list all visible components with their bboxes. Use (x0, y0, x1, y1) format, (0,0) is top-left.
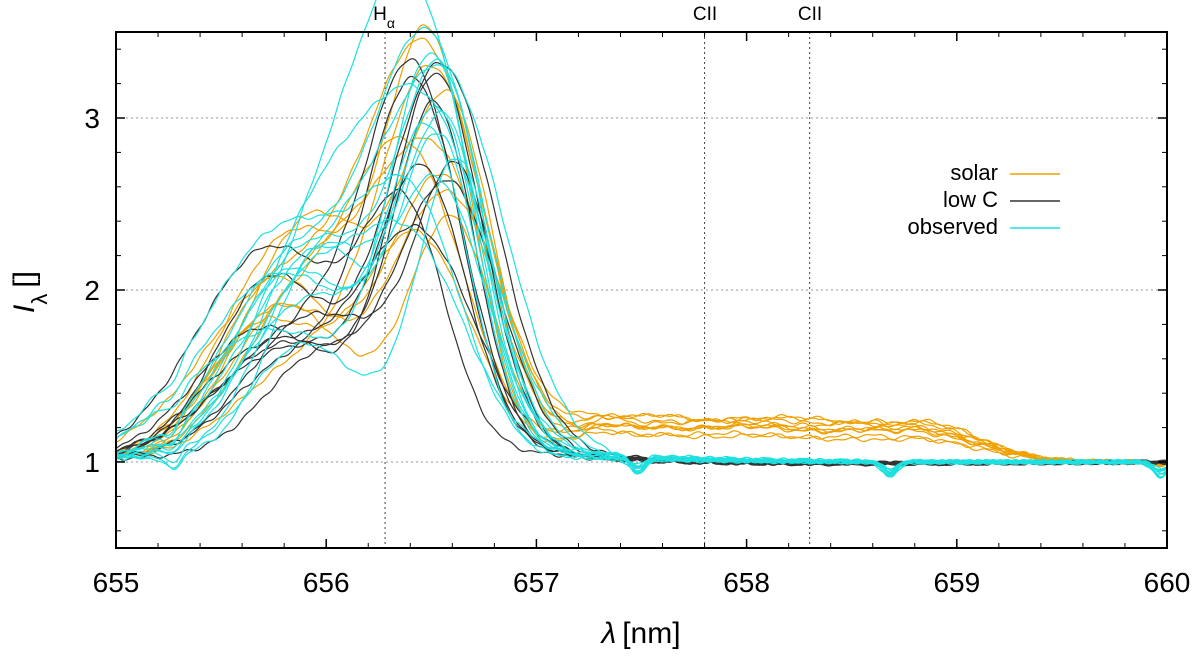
series-line-low-c (116, 62, 1168, 466)
x-axis-title: λ [nm] (599, 617, 680, 650)
series-line-observed (115, 58, 1168, 472)
series-line-observed (115, 83, 1168, 472)
series-line-observed (115, 173, 1168, 478)
y-axis-title: Iλ[] (8, 271, 52, 313)
grid-layer (116, 117, 1167, 463)
series-line-solar (115, 24, 1168, 467)
line-label-cii-2: CII (798, 4, 822, 25)
series-line-solar (115, 64, 1168, 467)
ticks-layer: 655 656 657 658 659 660 1 2 3 (84, 32, 1190, 598)
series-line-observed (115, 218, 1168, 479)
series-line-low-c (115, 160, 1168, 467)
series-line-low-c (115, 99, 1168, 467)
x-tick-label-656: 656 (303, 567, 350, 598)
y-tick-label-3: 3 (84, 103, 100, 134)
series-line-observed (115, 0, 1168, 474)
x-tick-label-659: 659 (933, 567, 980, 598)
legend: solar low C observed (907, 160, 1060, 239)
line-label-halpha: Hα (373, 4, 395, 31)
series-line-solar (115, 135, 1168, 467)
series-line-observed (115, 26, 1168, 479)
y-tick-label-2: 2 (84, 275, 100, 306)
series-layer (115, 0, 1168, 479)
line-label-cii-1: CII (693, 4, 717, 25)
series-line-solar (115, 37, 1168, 467)
legend-label-solar: solar (950, 160, 998, 185)
x-tick-label-655: 655 (93, 567, 140, 598)
legend-label-observed: observed (907, 214, 998, 239)
x-tick-label-660: 660 (1144, 567, 1191, 598)
legend-label-low-c: low C (943, 187, 998, 212)
series-line-observed (115, 64, 1168, 474)
x-tick-label-657: 657 (513, 567, 560, 598)
series-line-observed (115, 122, 1168, 474)
y-tick-label-1: 1 (84, 447, 100, 478)
series-line-low-c (115, 163, 1168, 467)
x-tick-label-658: 658 (723, 567, 770, 598)
series-line-solar (115, 173, 1168, 468)
series-line-low-c (115, 72, 1168, 466)
